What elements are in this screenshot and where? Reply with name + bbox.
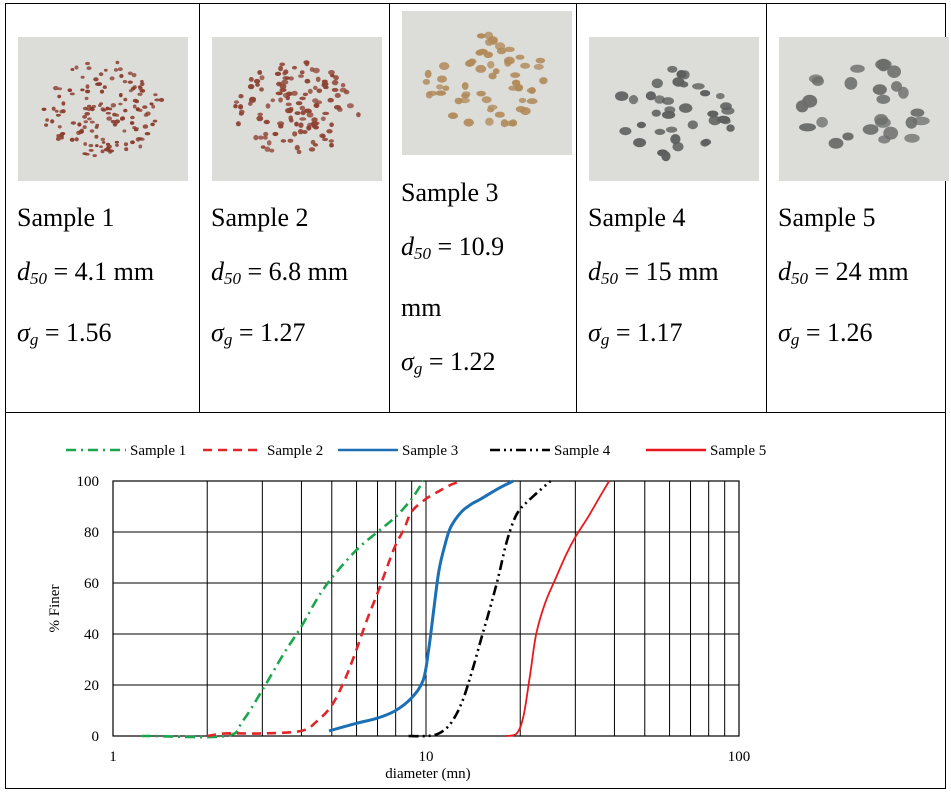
- x-axis-label: diameter (mn): [385, 766, 470, 782]
- series-line-sample-5: [505, 480, 610, 737]
- d-subscript: 50: [224, 269, 241, 288]
- gravel-grains-icon: [589, 37, 759, 181]
- d50-value: = 10.9: [437, 232, 505, 261]
- sigma-symbol: σ: [588, 318, 601, 347]
- sample-title-text: Sample 1: [17, 203, 115, 232]
- tan-gravel-photo: [402, 11, 572, 155]
- d-subscript: 50: [601, 269, 618, 288]
- y-tick-label: 40: [84, 627, 99, 643]
- d50-unit: mm: [401, 293, 442, 322]
- sample-cell: Sample 3 d50 = 10.9 mm σg = 1.22: [390, 4, 577, 412]
- d50-value: = 24 mm: [814, 257, 909, 286]
- sigma-subscript: g: [600, 330, 610, 349]
- d50-line: d50 = 6.8 mm: [211, 245, 348, 306]
- sigma-value: = 1.26: [805, 318, 873, 347]
- sample-title: Sample 2: [211, 191, 348, 245]
- sigma-line: σg = 1.22: [401, 335, 504, 396]
- d50-value: = 15 mm: [624, 257, 719, 286]
- sigma-symbol: σ: [778, 318, 791, 347]
- sample-caption: Sample 2 d50 = 6.8 mm σg = 1.27: [211, 191, 348, 367]
- sample-title-text: Sample 3: [401, 178, 499, 207]
- y-tick-label: 100: [77, 474, 100, 490]
- sample-cell: Sample 2 d50 = 6.8 mm σg = 1.27: [200, 4, 390, 412]
- sigma-line: σg = 1.56: [17, 306, 154, 367]
- red-gravel-photo: [212, 37, 382, 181]
- sigma-subscript: g: [223, 330, 233, 349]
- gravel-grains-icon: [18, 37, 188, 181]
- grey-gravel-photo: [779, 37, 949, 181]
- series-line-sample-1: [141, 480, 425, 739]
- y-tick-label: 0: [92, 729, 100, 745]
- d-subscript: 50: [791, 269, 808, 288]
- sample-title-text: Sample 4: [588, 203, 686, 232]
- series-line-sample-4: [408, 480, 552, 738]
- d50-value: = 6.8 mm: [247, 257, 349, 286]
- series-line-sample-3: [328, 479, 514, 733]
- legend-label: Sample 5: [710, 443, 766, 459]
- red-gravel-photo: [18, 37, 188, 181]
- sigma-subscript: g: [29, 330, 39, 349]
- y-tick-label: 80: [84, 525, 99, 541]
- sample-title: Sample 5: [778, 191, 909, 245]
- sigma-value: = 1.56: [44, 318, 112, 347]
- chart-canvas: 0 20 40 60 80 100 1 10 100 diameter (mn) % Finer Sa…: [47, 443, 766, 782]
- sample-title-text: Sample 5: [778, 203, 876, 232]
- sample-table: Sample 1 d50 = 4.1 mm σg = 1.56 Sample 2 d50…: [6, 4, 949, 413]
- d-symbol: d: [778, 257, 791, 286]
- d-subscript: 50: [414, 244, 431, 263]
- d-symbol: d: [211, 257, 224, 286]
- y-tick-label: 20: [84, 678, 99, 694]
- legend-label: Sample 4: [554, 443, 611, 459]
- legend-label: Sample 2: [267, 443, 323, 459]
- sample-caption: Sample 4 d50 = 15 mm σg = 1.17: [588, 191, 719, 367]
- d-symbol: d: [401, 232, 414, 261]
- d50-unit-line: mm: [401, 281, 504, 335]
- figure-frame: Sample 1 d50 = 4.1 mm σg = 1.56 Sample 2 d50…: [5, 3, 949, 789]
- grey-gravel-photo: [589, 37, 759, 181]
- legend-label: Sample 3: [402, 443, 458, 459]
- d-symbol: d: [588, 257, 601, 286]
- d50-value: = 4.1 mm: [53, 257, 155, 286]
- sample-caption: Sample 1 d50 = 4.1 mm σg = 1.56: [17, 191, 154, 367]
- sample-title: Sample 1: [17, 191, 154, 245]
- y-axis-label: % Finer: [47, 585, 63, 633]
- sigma-subscript: g: [413, 359, 423, 378]
- d-subscript: 50: [30, 269, 47, 288]
- sigma-symbol: σ: [211, 318, 224, 347]
- sigma-symbol: σ: [17, 318, 30, 347]
- d50-line: d50 = 24 mm: [778, 245, 909, 306]
- sigma-value: = 1.22: [428, 347, 496, 376]
- sigma-symbol: σ: [401, 347, 414, 376]
- gravel-grains-icon: [212, 37, 382, 181]
- sigma-value: = 1.27: [238, 318, 306, 347]
- sigma-line: σg = 1.26: [778, 306, 909, 367]
- x-tick-label: 100: [728, 749, 751, 765]
- series-line-sample-2: [207, 479, 463, 738]
- d-symbol: d: [17, 257, 30, 286]
- sample-caption: Sample 5 d50 = 24 mm σg = 1.26: [778, 191, 909, 367]
- sample-title: Sample 3: [401, 166, 504, 220]
- sample-title: Sample 4: [588, 191, 719, 245]
- x-tick-label: 10: [419, 749, 434, 765]
- sample-title-text: Sample 2: [211, 203, 309, 232]
- sigma-value: = 1.17: [615, 318, 683, 347]
- x-tick-label: 1: [109, 749, 117, 765]
- sample-cell: Sample 5 d50 = 24 mm σg = 1.26: [767, 4, 949, 412]
- sample-caption: Sample 3 d50 = 10.9 mm σg = 1.22: [401, 166, 504, 396]
- plot-border: [112, 480, 740, 737]
- d50-line: d50 = 15 mm: [588, 245, 719, 306]
- sigma-subscript: g: [790, 330, 800, 349]
- sigma-line: σg = 1.17: [588, 306, 719, 367]
- gravel-grains-icon: [779, 37, 949, 181]
- gravel-grains-icon: [402, 11, 572, 155]
- d50-line: d50 = 10.9: [401, 220, 504, 281]
- sample-cell: Sample 1 d50 = 4.1 mm σg = 1.56: [6, 4, 200, 412]
- d50-line: d50 = 4.1 mm: [17, 245, 154, 306]
- grain-size-chart: 0 20 40 60 80 100 1 10 100 diameter (mn) % Finer Sa…: [6, 413, 945, 788]
- sigma-line: σg = 1.27: [211, 306, 348, 367]
- y-tick-label: 60: [84, 576, 99, 592]
- legend-label: Sample 1: [130, 443, 186, 459]
- sample-cell: Sample 4 d50 = 15 mm σg = 1.17: [577, 4, 767, 412]
